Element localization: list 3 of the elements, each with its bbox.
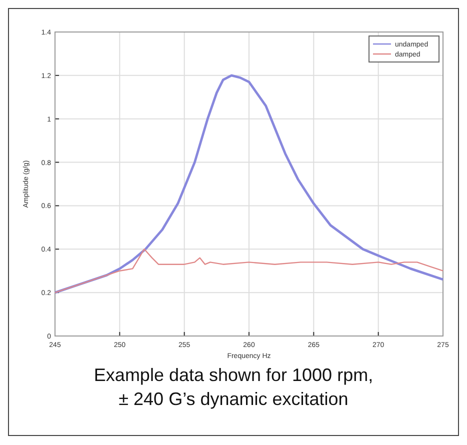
line-series (54, 74, 444, 294)
line-series (54, 248, 444, 294)
text: Example data shown for 1000 rpm, ± 240 G’s dynamic excitation (94, 365, 374, 409)
